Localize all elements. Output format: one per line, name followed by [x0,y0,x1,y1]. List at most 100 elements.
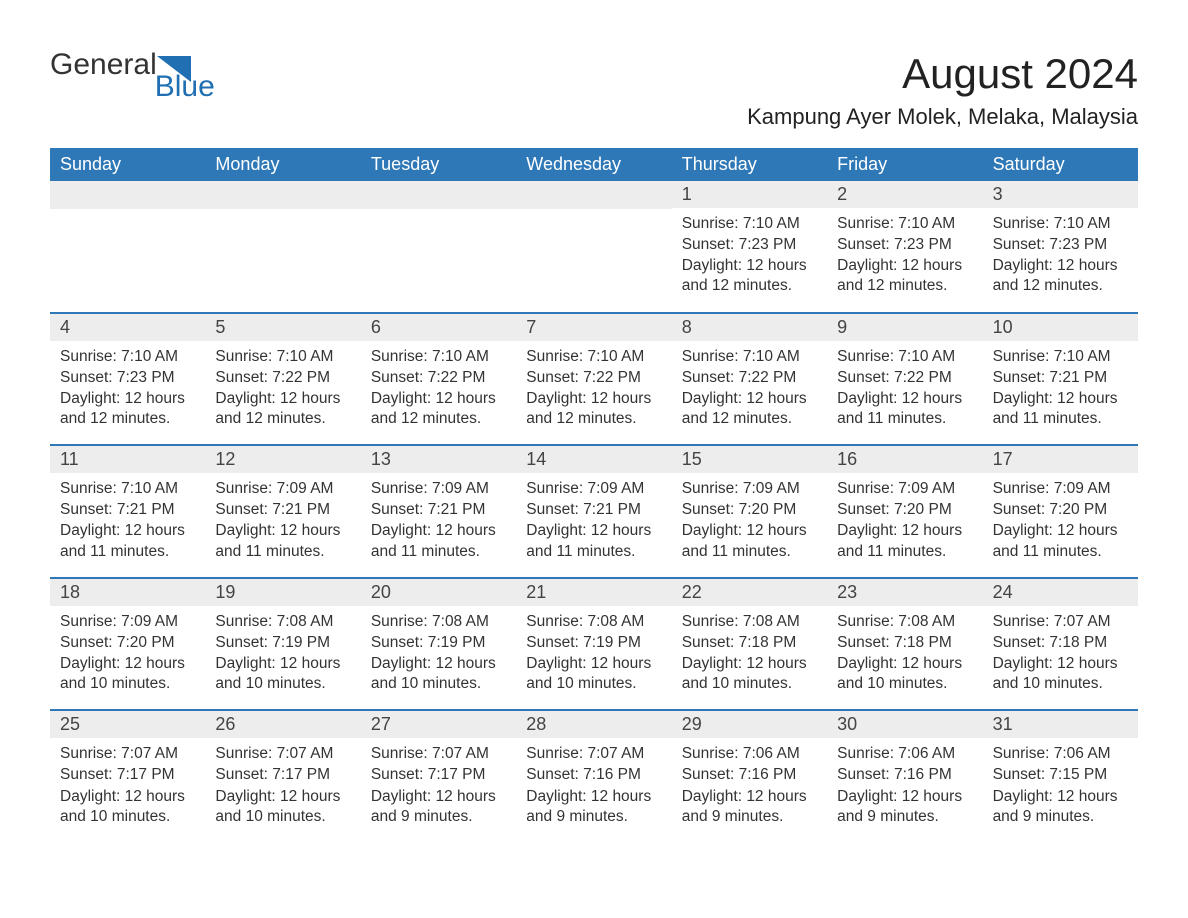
day-number-bar: 20 [361,579,516,606]
day-body: Sunrise: 7:08 AMSunset: 7:18 PMDaylight:… [672,606,827,710]
day-number-bar: 23 [827,579,982,606]
sunset-line: Sunset: 7:23 PM [993,235,1128,255]
day-body: Sunrise: 7:06 AMSunset: 7:15 PMDaylight:… [983,738,1138,842]
sunrise-line: Sunrise: 7:09 AM [371,479,506,499]
daylight-line: Daylight: 12 hours and 10 minutes. [993,654,1128,694]
day-body: Sunrise: 7:10 AMSunset: 7:23 PMDaylight:… [672,208,827,312]
weekday-header-row: SundayMondayTuesdayWednesdayThursdayFrid… [50,148,1138,181]
day-number-bar: 3 [983,181,1138,208]
sunset-line: Sunset: 7:17 PM [60,765,195,785]
sunrise-line: Sunrise: 7:08 AM [837,612,972,632]
sunset-line: Sunset: 7:23 PM [682,235,817,255]
day-cell: 9Sunrise: 7:10 AMSunset: 7:22 PMDaylight… [827,314,982,445]
day-cell: 6Sunrise: 7:10 AMSunset: 7:22 PMDaylight… [361,314,516,445]
day-number-bar: 31 [983,711,1138,738]
day-body: Sunrise: 7:10 AMSunset: 7:21 PMDaylight:… [50,473,205,577]
page-title: August 2024 [747,50,1138,98]
day-body: Sunrise: 7:08 AMSunset: 7:19 PMDaylight:… [205,606,360,710]
day-cell [50,181,205,312]
daylight-line: Daylight: 12 hours and 9 minutes. [993,787,1128,827]
logo-text-general: General [50,50,157,80]
day-cell: 16Sunrise: 7:09 AMSunset: 7:20 PMDayligh… [827,446,982,577]
day-number-bar: 11 [50,446,205,473]
day-number-bar: 19 [205,579,360,606]
sunset-line: Sunset: 7:19 PM [215,633,350,653]
daylight-line: Daylight: 12 hours and 10 minutes. [526,654,661,694]
day-cell: 23Sunrise: 7:08 AMSunset: 7:18 PMDayligh… [827,579,982,710]
day-body: Sunrise: 7:06 AMSunset: 7:16 PMDaylight:… [672,738,827,842]
sunset-line: Sunset: 7:15 PM [993,765,1128,785]
sunrise-line: Sunrise: 7:09 AM [682,479,817,499]
sunset-line: Sunset: 7:19 PM [371,633,506,653]
day-number-bar: 1 [672,181,827,208]
day-body: Sunrise: 7:10 AMSunset: 7:22 PMDaylight:… [516,341,671,445]
weeks-container: 1Sunrise: 7:10 AMSunset: 7:23 PMDaylight… [50,181,1138,842]
day-cell: 22Sunrise: 7:08 AMSunset: 7:18 PMDayligh… [672,579,827,710]
daylight-line: Daylight: 12 hours and 12 minutes. [993,256,1128,296]
page-subtitle: Kampung Ayer Molek, Melaka, Malaysia [747,104,1138,130]
day-body: Sunrise: 7:10 AMSunset: 7:22 PMDaylight:… [361,341,516,445]
sunrise-line: Sunrise: 7:10 AM [682,214,817,234]
sunrise-line: Sunrise: 7:07 AM [371,744,506,764]
day-body: Sunrise: 7:06 AMSunset: 7:16 PMDaylight:… [827,738,982,842]
day-number-bar: 17 [983,446,1138,473]
week-row: 18Sunrise: 7:09 AMSunset: 7:20 PMDayligh… [50,577,1138,710]
sunrise-line: Sunrise: 7:08 AM [371,612,506,632]
day-body: Sunrise: 7:09 AMSunset: 7:21 PMDaylight:… [205,473,360,577]
daylight-line: Daylight: 12 hours and 11 minutes. [371,521,506,561]
sunrise-line: Sunrise: 7:10 AM [837,214,972,234]
weekday-header-cell: Sunday [50,148,205,181]
day-cell: 20Sunrise: 7:08 AMSunset: 7:19 PMDayligh… [361,579,516,710]
day-cell: 21 Sunrise: 7:08 AMSunset: 7:19 PMDayligh… [516,579,671,710]
day-cell: 11Sunrise: 7:10 AMSunset: 7:21 PMDayligh… [50,446,205,577]
day-body: Sunrise: 7:10 AMSunset: 7:23 PMDaylight:… [983,208,1138,312]
sunset-line: Sunset: 7:16 PM [526,765,661,785]
day-number-bar: 27 [361,711,516,738]
sunset-line: Sunset: 7:22 PM [215,368,350,388]
day-cell: 3Sunrise: 7:10 AMSunset: 7:23 PMDaylight… [983,181,1138,312]
sunrise-line: Sunrise: 7:08 AM [682,612,817,632]
day-body: Sunrise: 7:10 AMSunset: 7:22 PMDaylight:… [672,341,827,445]
daylight-line: Daylight: 12 hours and 12 minutes. [837,256,972,296]
day-body: Sunrise: 7:09 AMSunset: 7:21 PMDaylight:… [516,473,671,577]
day-number-bar: 21 [516,579,671,606]
day-number-bar-empty [50,181,205,209]
daylight-line: Daylight: 12 hours and 12 minutes. [682,256,817,296]
sunset-line: Sunset: 7:23 PM [837,235,972,255]
daylight-line: Daylight: 12 hours and 12 minutes. [526,389,661,429]
sunrise-line: Sunrise: 7:09 AM [837,479,972,499]
sunrise-line: Sunrise: 7:08 AM [526,612,661,632]
week-row: 11Sunrise: 7:10 AMSunset: 7:21 PMDayligh… [50,444,1138,577]
sunrise-line: Sunrise: 7:07 AM [526,744,661,764]
day-cell: 5Sunrise: 7:10 AMSunset: 7:22 PMDaylight… [205,314,360,445]
day-body: Sunrise: 7:09 AMSunset: 7:20 PMDaylight:… [50,606,205,710]
day-body: Sunrise: 7:07 AMSunset: 7:18 PMDaylight:… [983,606,1138,710]
weekday-header-cell: Thursday [672,148,827,181]
day-number-bar: 14 [516,446,671,473]
sunrise-line: Sunrise: 7:09 AM [215,479,350,499]
day-cell: 10Sunrise: 7:10 AMSunset: 7:21 PMDayligh… [983,314,1138,445]
day-body: Sunrise: 7:07 AMSunset: 7:16 PMDaylight:… [516,738,671,842]
sunrise-line: Sunrise: 7:10 AM [526,347,661,367]
day-cell: 2 Sunrise: 7:10 AMSunset: 7:23 PMDaylight… [827,181,982,312]
sunrise-line: Sunrise: 7:10 AM [993,214,1128,234]
sunrise-line: Sunrise: 7:08 AM [215,612,350,632]
sunrise-line: Sunrise: 7:10 AM [371,347,506,367]
sunset-line: Sunset: 7:23 PM [60,368,195,388]
day-cell: 25Sunrise: 7:07 AMSunset: 7:17 PMDayligh… [50,711,205,842]
sunset-line: Sunset: 7:20 PM [993,500,1128,520]
calendar: SundayMondayTuesdayWednesdayThursdayFrid… [50,148,1138,842]
sunrise-line: Sunrise: 7:07 AM [215,744,350,764]
day-cell: 29Sunrise: 7:06 AMSunset: 7:16 PMDayligh… [672,711,827,842]
day-number-bar: 2 [827,181,982,208]
daylight-line: Daylight: 12 hours and 11 minutes. [60,521,195,561]
sunset-line: Sunset: 7:19 PM [526,633,661,653]
day-cell: 31Sunrise: 7:06 AMSunset: 7:15 PMDayligh… [983,711,1138,842]
day-body: Sunrise: 7:09 AMSunset: 7:21 PMDaylight:… [361,473,516,577]
daylight-line: Daylight: 12 hours and 9 minutes. [682,787,817,827]
day-number-bar: 22 [672,579,827,606]
sunset-line: Sunset: 7:22 PM [526,368,661,388]
day-cell: 27Sunrise: 7:07 AMSunset: 7:17 PMDayligh… [361,711,516,842]
day-number-bar: 7 [516,314,671,341]
day-cell: 8Sunrise: 7:10 AMSunset: 7:22 PMDaylight… [672,314,827,445]
